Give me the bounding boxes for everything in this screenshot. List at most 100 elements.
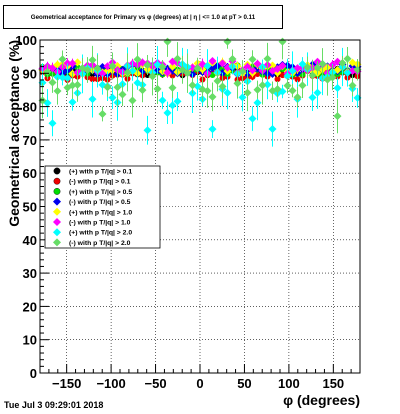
data-point xyxy=(108,93,117,102)
data-point xyxy=(98,69,107,78)
chart-title: Geometrical acceptance for Primary vs φ … xyxy=(30,13,256,21)
data-point xyxy=(258,81,267,90)
legend-marker xyxy=(53,218,61,226)
legend-marker xyxy=(53,228,61,237)
legend-label: (-) with p T/|q| > 0.1 xyxy=(69,179,131,186)
legend-label: (-) with p T/|q| > 1.0 xyxy=(69,220,131,227)
data-point xyxy=(243,62,252,71)
data-point xyxy=(163,37,172,46)
data-point xyxy=(108,62,117,71)
data-point xyxy=(163,108,172,117)
data-point xyxy=(48,78,57,87)
data-point xyxy=(88,56,97,65)
x-tick-label: −100 xyxy=(96,376,125,391)
data-point xyxy=(93,64,102,73)
y-tick-label: 20 xyxy=(23,299,37,314)
data-point xyxy=(243,88,252,97)
data-point xyxy=(273,65,282,74)
data-point xyxy=(318,59,327,68)
legend-item: (+) with p T/|q| > 2.0 xyxy=(53,228,132,237)
x-tick-label: −150 xyxy=(52,376,81,391)
data-point xyxy=(308,93,317,102)
data-point xyxy=(343,54,352,63)
legend: (+) with p T/|q| > 0.1 (-) with p T/|q| >… xyxy=(44,165,161,249)
x-tick-label: 100 xyxy=(278,376,300,391)
legend-label: (+) with p T/|q| > 2.0 xyxy=(69,230,132,237)
data-point xyxy=(333,57,342,66)
data-point xyxy=(203,61,212,70)
legend-item: (-) with p T/|q| > 0.1 xyxy=(53,177,131,186)
axis-ticks: −150 −100 −50 0 50 100 150 0 10 20 30 40 50 60 70 80 90 1… xyxy=(15,33,352,391)
legend-marker xyxy=(53,197,61,206)
data-point xyxy=(233,79,242,88)
data-point xyxy=(223,88,232,97)
data-point xyxy=(188,63,197,72)
legend-box xyxy=(44,165,161,249)
data-point xyxy=(263,80,272,89)
data-point xyxy=(53,73,62,82)
legend-label: (-) with p T/|q| > 0.5 xyxy=(69,199,131,206)
data-point xyxy=(138,58,147,67)
x-axis-label: φ (degrees) xyxy=(283,392,360,408)
data-point xyxy=(313,63,322,72)
data-point xyxy=(208,125,217,134)
data-point xyxy=(268,125,277,134)
data-point xyxy=(218,59,227,68)
data-point xyxy=(103,83,112,92)
data-point xyxy=(293,93,302,102)
legend-marker xyxy=(53,177,61,185)
data-point xyxy=(48,64,57,73)
y-tick-label: 40 xyxy=(23,233,37,248)
legend-label: (-) with p T/|q| > 2.0 xyxy=(69,240,131,247)
data-point xyxy=(68,59,77,68)
data-point xyxy=(343,68,352,77)
data-point xyxy=(128,96,137,105)
data-point xyxy=(253,59,262,68)
data-point xyxy=(298,60,307,69)
data-point xyxy=(158,62,167,71)
data-point xyxy=(163,68,172,77)
data-point xyxy=(203,86,212,95)
data-point xyxy=(313,88,322,97)
series-8 xyxy=(38,37,362,134)
data-point xyxy=(58,55,67,64)
legend-marker xyxy=(53,187,61,195)
legend-item: (+) with p T/|q| > 0.5 xyxy=(53,187,132,196)
data-point xyxy=(248,114,257,123)
data-point xyxy=(98,110,107,119)
data-point xyxy=(123,68,132,77)
data-point xyxy=(328,73,337,82)
data-point xyxy=(288,66,297,75)
chart-title-box: Geometrical acceptance for Primary vs φ … xyxy=(3,5,283,29)
legend-label: (+) with p T/|q| > 1.0 xyxy=(69,209,132,216)
data-point xyxy=(268,61,277,70)
data-point xyxy=(333,112,342,121)
data-point xyxy=(183,69,192,78)
data-point xyxy=(178,65,187,74)
data-series xyxy=(38,37,362,147)
data-point xyxy=(48,119,57,128)
timestamp: Tue Jul 3 09:29:01 2018 xyxy=(4,400,104,410)
data-point xyxy=(89,76,96,83)
y-tick-label: 80 xyxy=(23,100,37,115)
data-point xyxy=(63,59,72,68)
y-tick-label: 90 xyxy=(23,66,37,81)
legend-item: (+) with p T/|q| > 0.1 xyxy=(53,167,132,176)
data-point xyxy=(113,62,122,71)
data-point xyxy=(113,83,122,92)
data-point xyxy=(58,73,67,82)
data-point xyxy=(88,95,97,104)
legend-item: (-) with p T/|q| > 2.0 xyxy=(53,238,131,247)
data-point xyxy=(173,97,182,106)
data-point xyxy=(288,86,297,95)
data-point xyxy=(153,84,162,93)
data-point xyxy=(193,64,202,73)
data-point xyxy=(83,65,92,74)
legend-item: (-) with p T/|q| > 1.0 xyxy=(53,218,131,227)
legend-label: (+) with p T/|q| > 0.5 xyxy=(69,189,132,196)
legend-marker xyxy=(53,207,61,216)
x-tick-label: 0 xyxy=(196,376,203,391)
data-point xyxy=(213,76,222,85)
legend-label: (+) with p T/|q| > 0.1 xyxy=(69,169,132,176)
